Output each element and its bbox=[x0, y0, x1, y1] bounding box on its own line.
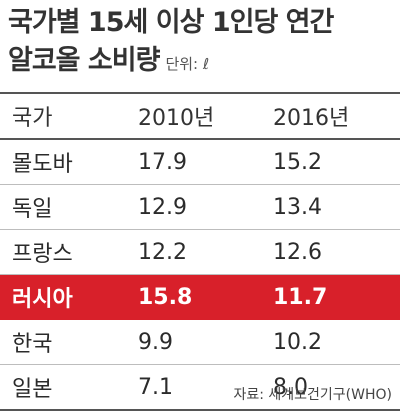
country-cell: 한국 bbox=[12, 332, 53, 357]
title-line-2-text: 알코올 소비량 bbox=[8, 45, 160, 76]
value-2010-cell: 12.9 bbox=[138, 194, 187, 220]
country-cell: 러시아 bbox=[12, 287, 73, 312]
country-cell: 프랑스 bbox=[12, 242, 73, 267]
value-2016-cell: 8.0 bbox=[273, 374, 308, 400]
table-row: 몰도바 17.9 15.2 bbox=[0, 139, 400, 185]
unit-label: 단위: ℓ bbox=[165, 55, 210, 73]
source-note: 자료: 세계보건기구(WHO) bbox=[233, 387, 392, 403]
table-row: 한국 9.9 10.2 bbox=[0, 320, 400, 365]
value-2016-cell: 13.4 bbox=[273, 194, 322, 220]
column-header-country: 국가 bbox=[12, 106, 53, 131]
value-2010-cell: 15.8 bbox=[138, 284, 193, 310]
table-row: 독일 12.9 13.4 bbox=[0, 185, 400, 230]
value-2010-cell: 9.9 bbox=[138, 329, 173, 355]
value-2016-cell: 12.6 bbox=[273, 239, 322, 265]
column-header-2010: 2010년 bbox=[138, 106, 215, 131]
table-row: 프랑스 12.2 12.6 bbox=[0, 230, 400, 275]
table-header-row: 국가 2010년 2016년 bbox=[0, 93, 400, 139]
value-2010-cell: 12.2 bbox=[138, 239, 187, 265]
value-2010-cell: 7.1 bbox=[138, 374, 173, 400]
chart-title: 국가별 15세 이상 1인당 연간 알코올 소비량 단위: ℓ bbox=[8, 4, 396, 83]
value-2016-cell: 15.2 bbox=[273, 149, 322, 175]
country-cell: 일본 bbox=[12, 377, 53, 402]
country-cell: 독일 bbox=[12, 197, 53, 222]
column-header-2016: 2016년 bbox=[273, 106, 350, 131]
value-2016-cell: 11.7 bbox=[273, 284, 328, 310]
value-2010-cell: 17.9 bbox=[138, 149, 187, 175]
table-row-highlighted: 러시아 15.8 11.7 bbox=[0, 274, 400, 320]
value-2016-cell: 10.2 bbox=[273, 329, 322, 355]
title-line-1: 국가별 15세 이상 1인당 연간 bbox=[8, 7, 334, 38]
table-row: 일본 7.1 8.0 bbox=[0, 365, 400, 410]
country-cell: 몰도바 bbox=[12, 152, 73, 177]
data-table: 국가 2010년 2016년 몰도바 17.9 15.2 독일 12.9 13.… bbox=[0, 92, 400, 411]
title-line-2: 알코올 소비량 단위: ℓ bbox=[8, 42, 396, 83]
